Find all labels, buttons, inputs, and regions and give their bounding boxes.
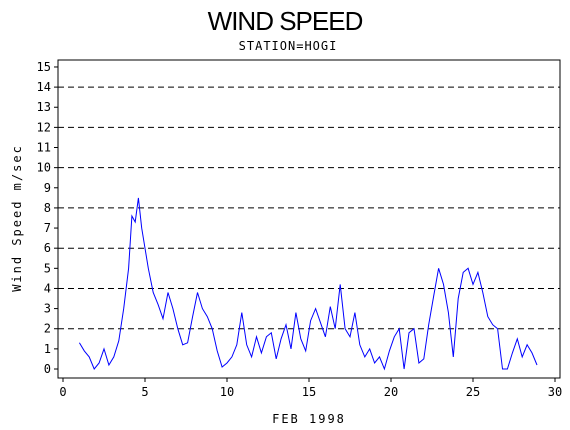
x-tick-label: 5 <box>141 385 148 399</box>
chart-title: WIND SPEED <box>208 6 363 36</box>
y-tick-label: 9 <box>44 181 51 195</box>
y-tick-label: 14 <box>37 80 51 94</box>
chart-subtitle: STATION=HOGI <box>239 39 338 53</box>
gridlines <box>58 86 560 330</box>
x-axis-label: FEB 1998 <box>272 412 346 426</box>
y-tick-label: 15 <box>37 60 51 74</box>
x-tick-label: 0 <box>59 385 66 399</box>
x-tick-label: 15 <box>302 385 316 399</box>
y-tick-label: 5 <box>44 261 51 275</box>
x-axis: 0 5 10 15 20 25 30 <box>59 378 562 399</box>
y-tick-label: 8 <box>44 201 51 215</box>
series-layer <box>78 197 538 371</box>
y-tick-label: 3 <box>44 302 51 316</box>
y-axis-label: Wind Speed m/sec <box>10 144 24 292</box>
series-line-1 <box>78 197 538 371</box>
y-tick-label: 10 <box>37 161 51 175</box>
x-tick-label: 25 <box>466 385 480 399</box>
x-tick-label: 30 <box>548 385 562 399</box>
y-tick-label: 1 <box>44 342 51 356</box>
y-tick-label: 2 <box>44 322 51 336</box>
y-tick-label: 0 <box>44 362 51 376</box>
y-tick-label: 13 <box>37 100 51 114</box>
x-tick-label: 20 <box>384 385 398 399</box>
y-tick-label: 7 <box>44 221 51 235</box>
y-tick-label: 4 <box>44 281 51 295</box>
y-tick-label: 11 <box>37 141 51 155</box>
y-tick-label: 6 <box>44 241 51 255</box>
y-tick-label: 12 <box>37 120 51 134</box>
x-tick-label: 10 <box>220 385 234 399</box>
